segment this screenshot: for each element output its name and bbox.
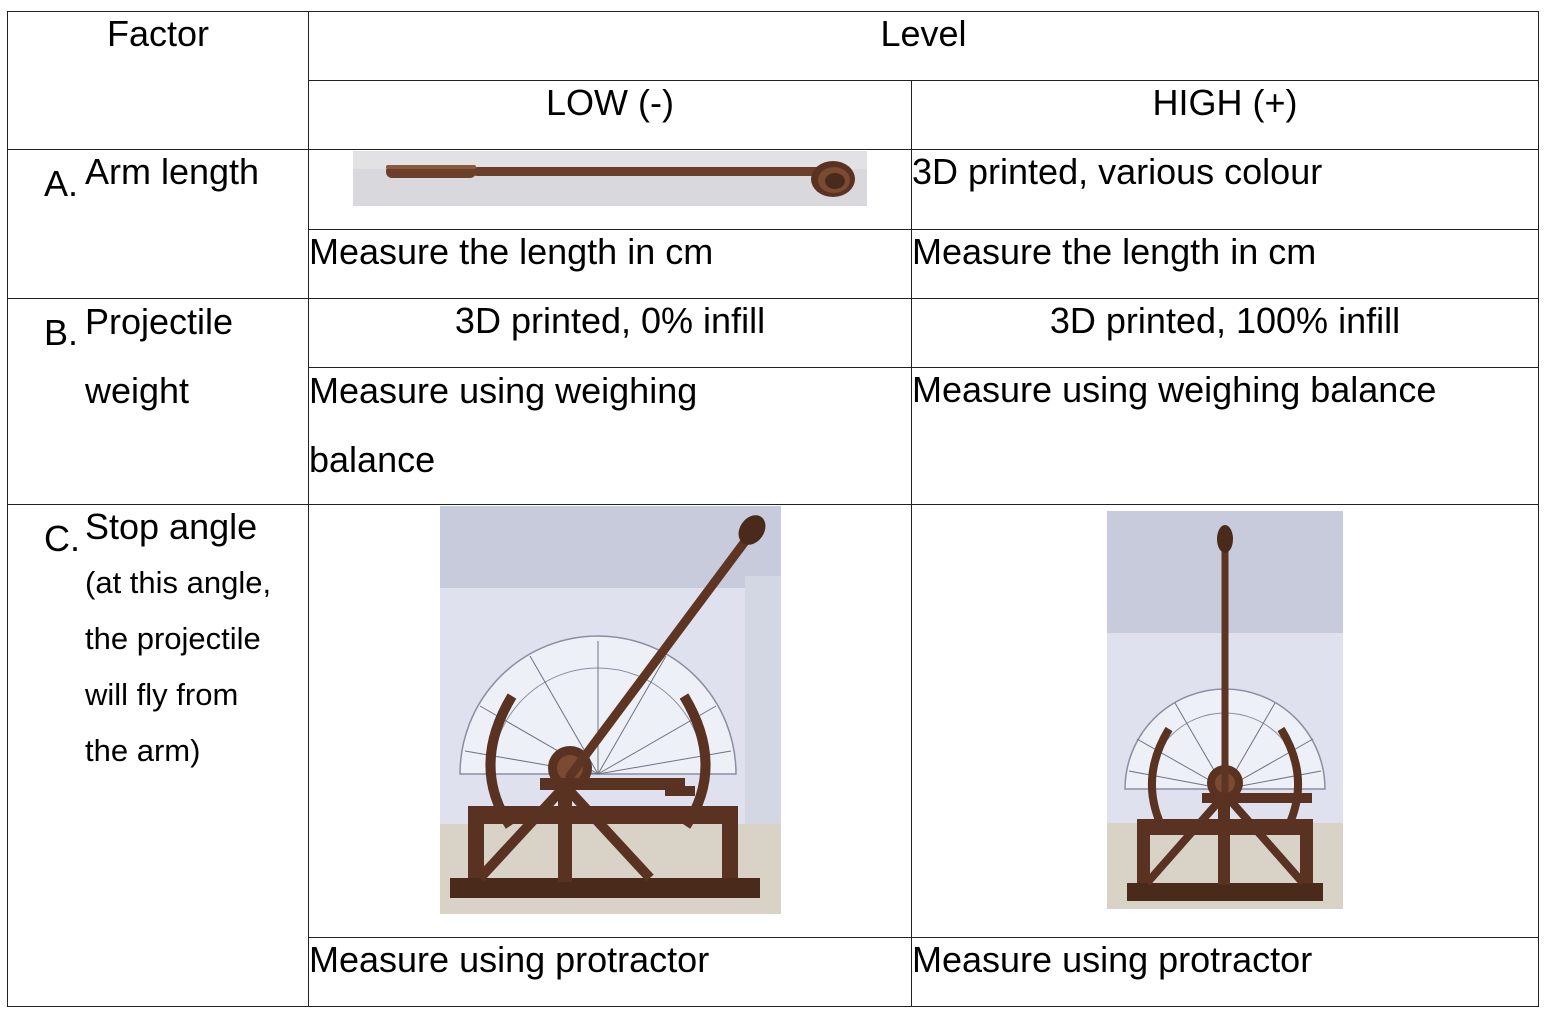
- header-factor: Factor: [7, 11, 309, 150]
- catapult-arm-photo: [353, 151, 867, 206]
- factor-a-label: Arm length: [85, 151, 260, 192]
- stop-angle-high-image-cell: [911, 504, 1539, 938]
- factor-a-letter: A.: [44, 163, 79, 204]
- factor-c-note-line: the arm): [85, 733, 201, 768]
- factor-b-letter: B.: [44, 312, 79, 353]
- factor-b-label-line2: weight: [85, 370, 190, 411]
- stop-angle-low-image-cell: [308, 504, 912, 938]
- header-high: HIGH (+): [911, 80, 1539, 150]
- factor-b-label-line1: Projectile: [85, 301, 234, 342]
- projectile-low-bottom-line2: balance: [309, 439, 436, 480]
- header-level: Level: [308, 11, 1539, 81]
- factor-c-note-line: the projectile: [85, 621, 261, 656]
- projectile-high-top: 3D printed, 100% infill: [911, 298, 1539, 368]
- factor-c-letter: C.: [44, 518, 80, 559]
- factor-b-cell: B. Projectile weight: [7, 298, 309, 505]
- arm-length-high-top: 3D printed, various colour: [911, 149, 1539, 230]
- arm-length-low-image-cell: [308, 149, 912, 230]
- catapult-high-angle-photo: [1107, 511, 1343, 909]
- stop-angle-low-bottom: Measure using protractor: [308, 937, 912, 1007]
- factor-c-cell: C. Stop angle (at this angle, the projec…: [7, 504, 309, 1007]
- projectile-low-top: 3D printed, 0% infill: [308, 298, 912, 368]
- factor-c-label: Stop angle: [85, 506, 258, 547]
- header-low: LOW (-): [308, 80, 912, 150]
- projectile-high-bottom: Measure using weighing balance: [911, 367, 1539, 505]
- projectile-low-bottom: Measure using weighing balance: [308, 367, 912, 505]
- factor-c-note-line: will fly from: [85, 677, 239, 712]
- factor-c-note-line: (at this angle,: [85, 565, 272, 600]
- catapult-low-angle-photo: [439, 506, 781, 914]
- arm-length-high-bottom: Measure the length in cm: [911, 229, 1539, 299]
- arm-length-low-bottom: Measure the length in cm: [308, 229, 912, 299]
- projectile-low-bottom-line1: Measure using weighing: [309, 370, 698, 411]
- factor-a-cell: A. Arm length: [7, 149, 309, 299]
- factor-level-table: Factor Level LOW (-) HIGH (+) A. Arm len…: [7, 11, 1539, 1007]
- stop-angle-high-bottom: Measure using protractor: [911, 937, 1539, 1007]
- factor-c-note: (at this angle, the projectile will fly …: [85, 555, 308, 779]
